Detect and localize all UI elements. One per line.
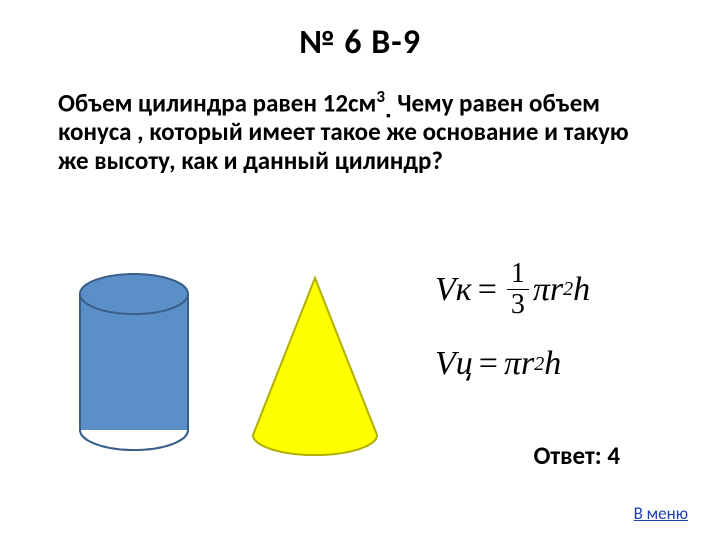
formula-cone: Vк = 1 3 π r 2 h — [435, 260, 590, 319]
h-variable: h — [544, 345, 561, 383]
formula-cone-lhs: Vк — [435, 271, 472, 309]
exponent-2: 2 — [563, 278, 573, 301]
h-variable: h — [573, 271, 590, 309]
pi-symbol: π — [504, 345, 521, 383]
answer-text: Ответ: 4 — [534, 440, 621, 471]
formula-cyl-lhs: Vц — [435, 345, 473, 383]
fraction-one-third: 1 3 — [507, 260, 529, 319]
fraction-denominator: 3 — [507, 290, 529, 319]
r-variable: r — [521, 345, 534, 383]
r-variable: r — [550, 271, 563, 309]
formula-cylinder: Vц = π r 2 h — [435, 345, 590, 383]
equals-sign: = — [479, 345, 498, 383]
page-title: № 6 В-9 — [0, 0, 720, 63]
cone-shape — [240, 270, 390, 470]
menu-link[interactable]: В меню — [634, 503, 688, 524]
pi-symbol: π — [533, 271, 550, 309]
cylinder-shape — [74, 270, 194, 465]
fraction-numerator: 1 — [507, 260, 529, 290]
equals-sign: = — [478, 271, 497, 309]
formulas-block: Vк = 1 3 π r 2 h Vц = π r 2 h — [435, 260, 590, 409]
exponent-2: 2 — [534, 353, 544, 376]
problem-text: Объем цилиндра равен 12см3. Чему равен о… — [0, 63, 720, 176]
